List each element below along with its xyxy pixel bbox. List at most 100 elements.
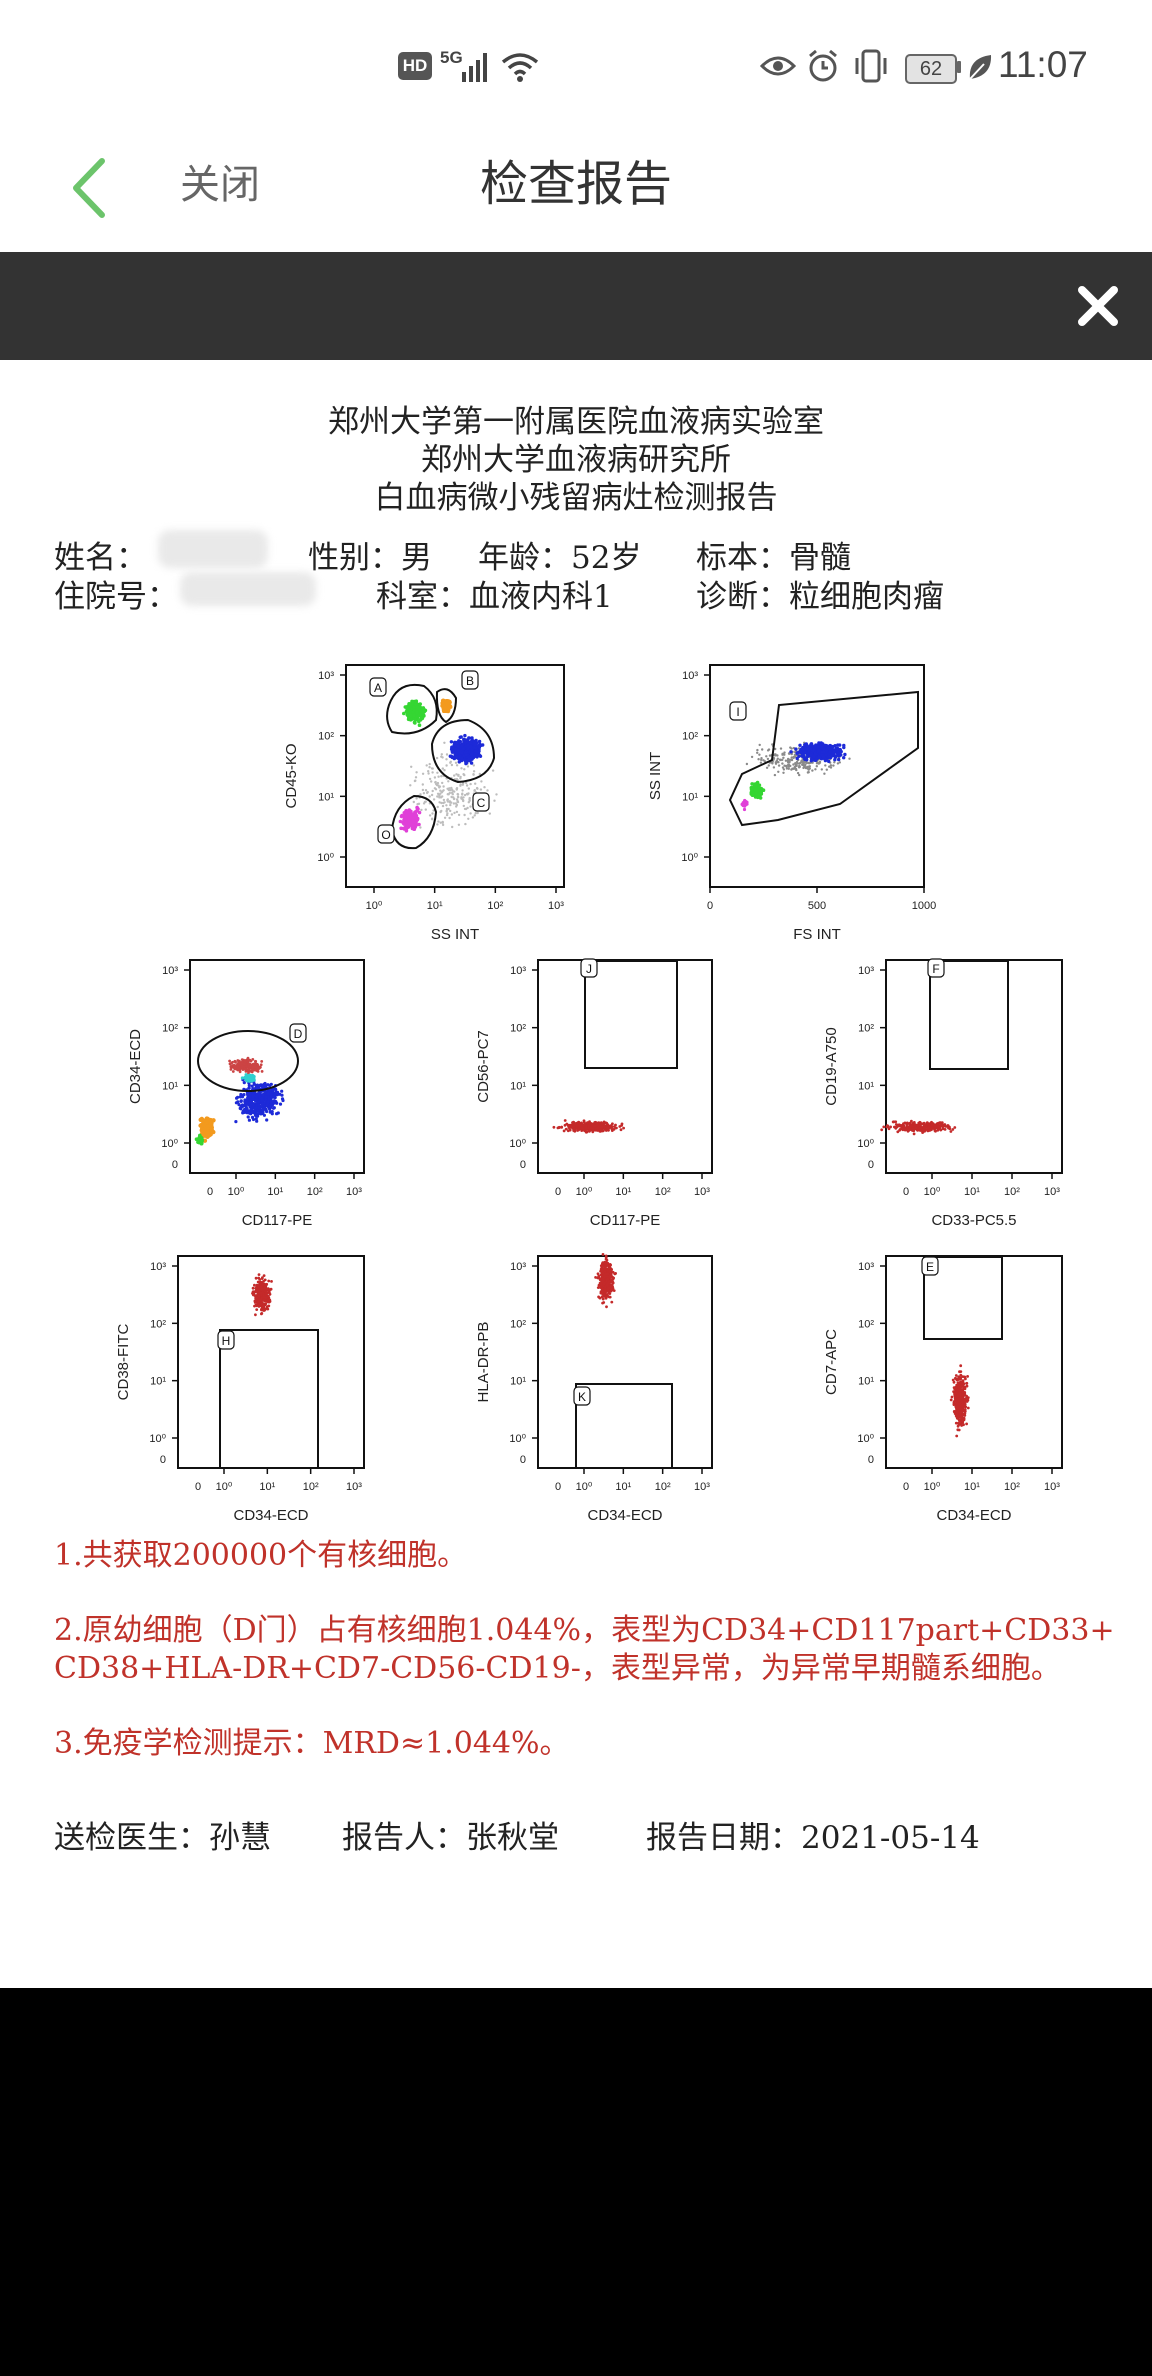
debris-event (421, 772, 425, 775)
blast-event (961, 1379, 965, 1382)
background-event (802, 766, 805, 770)
lymphocyte-event (417, 719, 421, 724)
gate-polygon-o (390, 794, 438, 850)
blast-event (255, 1304, 259, 1308)
blast-event (901, 1127, 905, 1130)
blast-event (234, 1060, 237, 1064)
lymphocyte-event (753, 788, 758, 792)
debris-event (435, 756, 439, 760)
blast-event (260, 1070, 264, 1073)
debris-event (425, 764, 428, 767)
background-event (833, 761, 836, 764)
background-event (790, 747, 793, 750)
blast-event (896, 1130, 900, 1134)
cd34-negative-event (260, 1096, 264, 1100)
blast-event (957, 1388, 960, 1392)
blast-event (233, 1067, 237, 1071)
blast-event (912, 1127, 915, 1130)
cd34-negative-event (252, 1082, 256, 1086)
blast-event (593, 1124, 596, 1128)
blast-event (909, 1127, 912, 1131)
blast-event (254, 1062, 258, 1066)
y-tick-label: 10⁰ (509, 1433, 526, 1445)
blast-event (552, 1125, 556, 1129)
gate-label-f: F (927, 958, 945, 978)
cd34-negative-event (246, 1115, 250, 1119)
blast-event (257, 1303, 261, 1307)
y-axis-label: CD34-ECD (127, 1029, 144, 1104)
cd34-negative-event (251, 1095, 255, 1099)
granulocyte-event (470, 736, 474, 740)
blast-event (930, 1123, 934, 1127)
gate-label-box (472, 792, 490, 812)
cd34-negative-event (257, 1100, 261, 1104)
close-link[interactable]: 关闭 (180, 162, 260, 208)
blast-event (622, 1126, 625, 1130)
plot7-populations (594, 1253, 617, 1309)
background-event (788, 760, 791, 763)
background-event (787, 757, 790, 761)
cd34-negative-event (256, 1114, 260, 1118)
x-tick-label: 0 (903, 1481, 909, 1493)
blast-event (252, 1068, 255, 1072)
mature-event (199, 1139, 204, 1144)
granulocyte-event (821, 742, 825, 746)
debris-event (445, 764, 448, 767)
cd34-negative-event (265, 1103, 269, 1107)
x-tick-label: 0 (555, 1481, 561, 1493)
granulocyte-event (460, 757, 464, 761)
background-event (760, 757, 763, 760)
x-tick-label: 0 (195, 1481, 201, 1493)
debris-event (409, 784, 412, 787)
granulocyte-event (473, 749, 478, 754)
blast-event (268, 1292, 272, 1296)
blast-event (610, 1300, 614, 1304)
blast-event (253, 1283, 256, 1287)
debris-event (436, 795, 439, 798)
blast-event (952, 1410, 956, 1414)
institution-name: 郑州大学第一附属医院血液病实验室 (328, 404, 824, 440)
cd34-negative-event (257, 1106, 261, 1110)
blast-event (941, 1127, 945, 1131)
gate-label-text: F (932, 962, 939, 976)
close-icon[interactable] (1076, 284, 1120, 328)
granulocyte-event (473, 742, 477, 746)
background-event (785, 767, 789, 770)
blast-event (957, 1383, 961, 1387)
blast-event (231, 1070, 235, 1073)
cd34-negative-event (272, 1095, 276, 1099)
battery-level: 62 (905, 54, 957, 84)
x-tick-label: 10⁰ (366, 900, 383, 912)
granulocyte-event (828, 750, 832, 754)
blast-event (960, 1400, 964, 1404)
granulocyte-event (834, 754, 838, 758)
gate-label-box (927, 958, 945, 978)
background-event (832, 764, 835, 767)
y-tick-label: 10² (858, 1023, 874, 1035)
blast-event (962, 1418, 966, 1422)
background-event (763, 760, 767, 763)
lymphocyte-event (417, 723, 422, 727)
blast-event (949, 1398, 953, 1402)
gate-label-text: B (466, 674, 474, 688)
granulocyte-event (798, 743, 802, 747)
y-tick-label: 10³ (318, 670, 334, 682)
debris-event (441, 781, 444, 785)
blast-event (956, 1406, 959, 1410)
x-axis-label: SS INT (431, 926, 479, 943)
erythroid-event (404, 809, 408, 814)
background-event (771, 761, 774, 765)
granulocyte-event (463, 733, 467, 738)
debris-event (472, 773, 475, 776)
cd34-negative-event (243, 1103, 247, 1107)
granulocyte-event (454, 752, 458, 756)
debris-event (424, 808, 427, 811)
cd34-negative-event (253, 1098, 258, 1102)
blast-event (963, 1408, 967, 1411)
blast-event (959, 1364, 963, 1368)
page-title: 检查报告 (479, 156, 672, 212)
back-chevron-icon[interactable] (62, 153, 122, 223)
background-event (773, 773, 777, 777)
patient-age: 年龄：52岁 (478, 540, 642, 576)
blast-event (601, 1297, 605, 1301)
